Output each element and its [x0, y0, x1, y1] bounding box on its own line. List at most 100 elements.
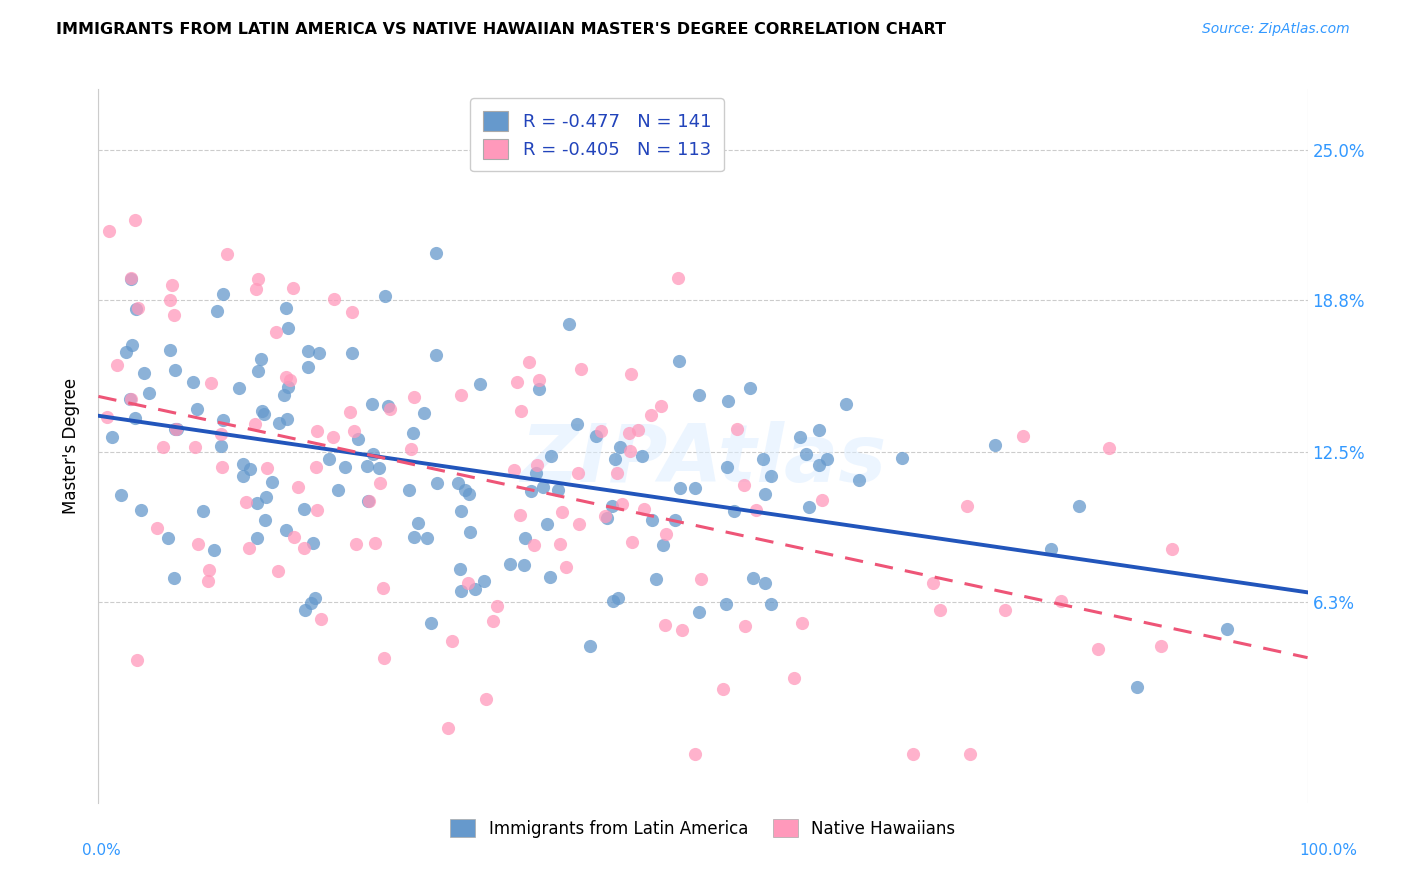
Point: [326, 483, 349, 497]
Point: [238, 541, 260, 555]
Point: [254, 490, 277, 504]
Point: [955, 499, 977, 513]
Point: [276, 523, 298, 537]
Point: [343, 424, 366, 438]
Point: [654, 617, 676, 632]
Point: [502, 463, 524, 477]
Point: [163, 422, 186, 436]
Point: [412, 406, 434, 420]
Text: ZIPAtlas: ZIPAtlas: [520, 421, 886, 500]
Point: [287, 480, 309, 494]
Point: [524, 466, 547, 480]
Point: [163, 363, 186, 377]
Point: [761, 598, 783, 612]
Point: [610, 497, 633, 511]
Point: [799, 500, 821, 515]
Point: [585, 428, 607, 442]
Point: [1216, 622, 1239, 636]
Point: [254, 513, 277, 527]
Point: [450, 584, 472, 599]
Point: [498, 558, 520, 572]
Point: [527, 382, 550, 396]
Point: [633, 502, 655, 516]
Point: [163, 571, 186, 585]
Point: [247, 272, 270, 286]
Point: [596, 511, 619, 525]
Point: [464, 582, 486, 596]
Point: [273, 387, 295, 401]
Point: [890, 451, 912, 466]
Point: [460, 525, 482, 540]
Point: [426, 475, 449, 490]
Point: [517, 355, 540, 369]
Point: [267, 564, 290, 578]
Point: [368, 460, 391, 475]
Point: [664, 513, 686, 527]
Point: [246, 495, 269, 509]
Point: [683, 747, 706, 762]
Point: [181, 375, 204, 389]
Point: [959, 747, 981, 762]
Point: [1160, 541, 1182, 556]
Point: [754, 487, 776, 501]
Point: [425, 245, 447, 260]
Point: [1039, 542, 1062, 557]
Point: [641, 513, 664, 527]
Point: [1087, 641, 1109, 656]
Point: [602, 500, 624, 514]
Point: [110, 488, 132, 502]
Point: [565, 417, 588, 431]
Point: [323, 292, 346, 306]
Point: [232, 468, 254, 483]
Point: [127, 653, 149, 667]
Point: [340, 305, 363, 319]
Point: [211, 460, 233, 475]
Point: [808, 458, 831, 473]
Point: [125, 302, 148, 317]
Point: [200, 376, 222, 390]
Point: [740, 381, 762, 395]
Point: [209, 439, 232, 453]
Point: [742, 571, 765, 585]
Point: [609, 440, 631, 454]
Point: [307, 503, 329, 517]
Point: [346, 432, 368, 446]
Point: [160, 277, 183, 292]
Point: [416, 531, 439, 545]
Point: [754, 576, 776, 591]
Point: [513, 558, 536, 572]
Point: [292, 502, 315, 516]
Point: [536, 517, 558, 532]
Point: [607, 591, 630, 606]
Point: [1050, 594, 1073, 608]
Point: [340, 346, 363, 360]
Point: [281, 281, 304, 295]
Point: [305, 425, 328, 439]
Point: [277, 380, 299, 394]
Point: [425, 348, 447, 362]
Point: [481, 614, 503, 628]
Point: [733, 478, 755, 492]
Point: [373, 650, 395, 665]
Point: [527, 373, 550, 387]
Point: [513, 531, 536, 545]
Point: [523, 538, 546, 552]
Point: [685, 481, 707, 495]
Point: [274, 369, 297, 384]
Point: [361, 397, 384, 411]
Point: [235, 495, 257, 509]
Point: [725, 421, 748, 435]
Point: [260, 475, 283, 490]
Point: [96, 409, 118, 424]
Point: [506, 376, 529, 390]
Point: [617, 426, 640, 441]
Point: [631, 449, 654, 463]
Point: [228, 381, 250, 395]
Point: [252, 404, 274, 418]
Point: [129, 503, 152, 517]
Point: [297, 343, 319, 358]
Point: [277, 321, 299, 335]
Point: [361, 447, 384, 461]
Point: [485, 599, 508, 613]
Point: [209, 427, 232, 442]
